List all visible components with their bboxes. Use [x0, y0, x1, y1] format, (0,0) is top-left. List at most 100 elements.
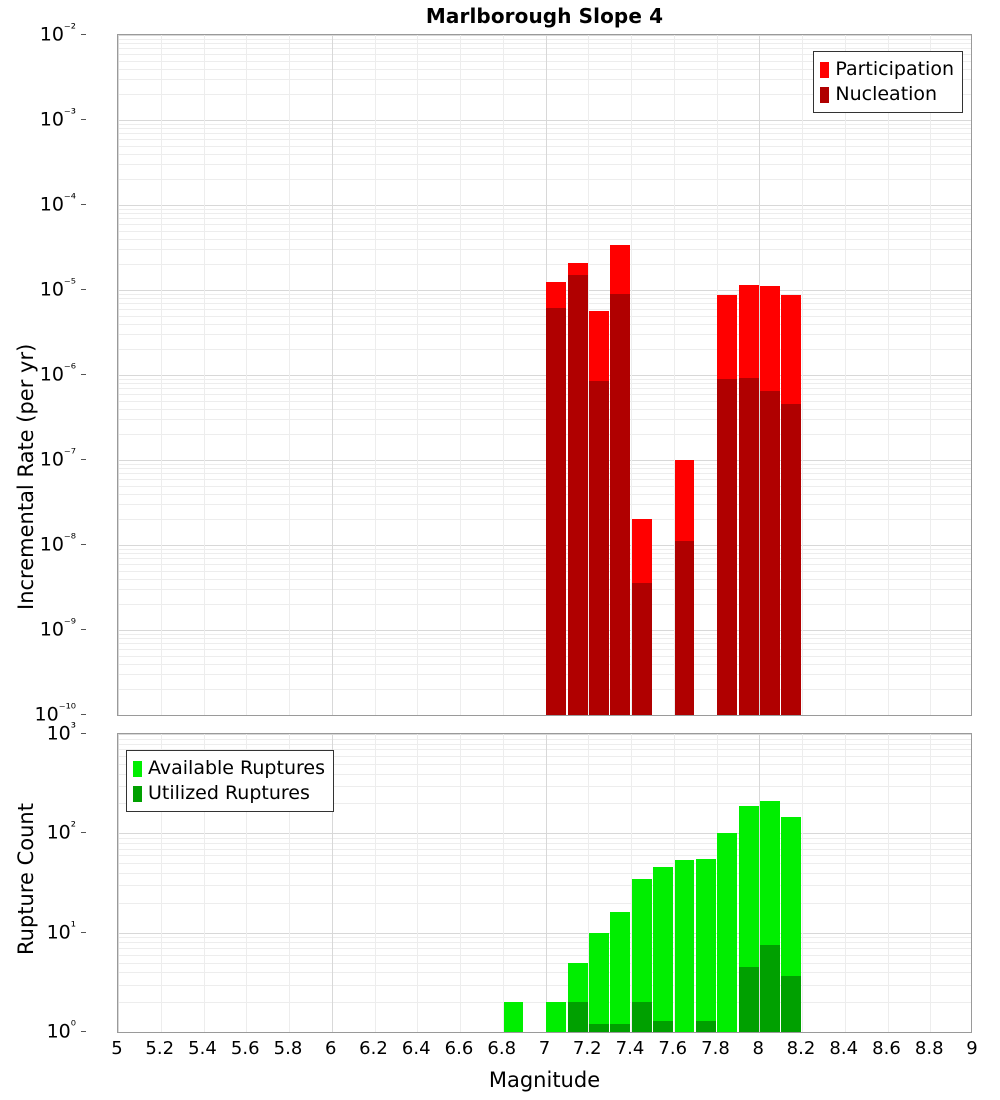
gridline-v [930, 734, 932, 1032]
gridline-major-h [118, 1032, 971, 1033]
legend-item-available-ruptures[interactable]: Available Ruptures [133, 756, 325, 781]
gridline-major-h [118, 833, 971, 835]
grid-top [118, 35, 971, 715]
gridline-v [203, 35, 205, 715]
bar-available-ruptures [674, 859, 695, 1032]
gridline-v [246, 35, 248, 715]
y-tick-label: 10⁻⁹ [39, 617, 76, 641]
gridline-minor-h [118, 315, 971, 317]
y-axis-label-bottom: Rupture Count [14, 803, 38, 955]
bar-utilized-ruptures [695, 1020, 716, 1032]
legend-item-participation[interactable]: Participation [820, 57, 954, 82]
gridline-minor-h [118, 954, 971, 956]
x-tick-label: 7.8 [701, 1038, 730, 1059]
gridline-v [759, 35, 761, 715]
gridline-minor-h [118, 400, 971, 402]
y-tick-label: 10⁻¹⁰ [34, 702, 76, 726]
gridline-minor-h [118, 984, 971, 986]
incremental-rate-plot: Participation Nucleation [117, 34, 972, 716]
gridline-minor-h [118, 655, 971, 657]
gridline-major-h [118, 375, 971, 376]
gridline-minor-h [118, 79, 971, 81]
gridline-minor-h [118, 303, 971, 305]
bar-utilized-ruptures [631, 1002, 652, 1032]
bar-utilized-ruptures [760, 945, 780, 1032]
bar-available-ruptures [610, 912, 631, 1032]
gridline-v [887, 35, 889, 715]
legend-item-utilized-ruptures[interactable]: Utilized Ruptures [133, 781, 325, 806]
x-tick-label: 8.2 [786, 1038, 816, 1059]
gridline-v [502, 35, 504, 715]
x-axis-ticks: 5 5.2 5.4 5.6 5.8 6 6.2 6.4 6.6 6.8 7 7.2 7.4 7.6 7.8 8… [0, 1038, 1000, 1064]
gridline-minor-h [118, 145, 971, 147]
gridline-minor-h [118, 837, 971, 839]
bar-nucleation [589, 380, 609, 715]
gridline-minor-h [118, 570, 971, 572]
gridline-minor-h [118, 743, 971, 745]
x-tick-label: 6.2 [359, 1038, 388, 1059]
gridline-v [545, 35, 547, 715]
gridline-minor-h [118, 504, 971, 506]
gridline-minor-h [118, 208, 971, 210]
gridline-minor-h [118, 349, 971, 351]
bar-available-ruptures [695, 859, 716, 1032]
gridline-minor-h [118, 663, 971, 665]
bar-nucleation [738, 378, 759, 715]
gridline-minor-h [118, 493, 971, 495]
y-tick-mark [81, 374, 86, 375]
x-tick-label: 7.6 [658, 1038, 688, 1059]
gridline-v [203, 734, 205, 1032]
gridline-minor-h [118, 902, 971, 904]
bar-utilized-ruptures [653, 1020, 673, 1032]
gridline-minor-h [118, 519, 971, 521]
gridline-minor-h [118, 648, 971, 650]
gridline-v [331, 35, 333, 715]
gridline-minor-h [118, 164, 971, 166]
y-tick-label: 10⁻² [39, 22, 76, 46]
gridline-v [802, 734, 803, 1032]
gridline-v [246, 734, 248, 1032]
gridline-minor-h [118, 885, 971, 887]
gridline-minor-h [118, 133, 971, 135]
gridline-minor-h [118, 473, 971, 475]
gridline-v [673, 734, 675, 1032]
available-ruptures-swatch-icon [133, 760, 142, 777]
gridline-v [844, 734, 846, 1032]
gridline-minor-h [118, 38, 971, 40]
x-tick-label: 7.4 [615, 1038, 645, 1059]
gridline-minor-h [118, 689, 971, 691]
gridline-minor-h [118, 223, 971, 225]
y-tick-mark [81, 459, 86, 460]
x-tick-label: 7.2 [572, 1038, 602, 1059]
legend-label-nucleation: Nucleation [835, 83, 938, 105]
bar-nucleation [610, 293, 631, 715]
gridline-minor-h [118, 48, 971, 50]
gridline-v [631, 35, 632, 715]
x-tick-label: 7 [538, 1038, 551, 1059]
gridline-v [716, 35, 718, 715]
gridline-minor-h [118, 674, 971, 676]
y-tick-mark [81, 629, 86, 630]
x-tick-label: 8.4 [829, 1038, 859, 1059]
gridline-v [289, 35, 290, 715]
y-axis-label-top: Incremental Rate (per yr) [14, 343, 38, 610]
x-tick-label: 8.6 [872, 1038, 901, 1059]
gridline-minor-h [118, 578, 971, 580]
gridline-minor-h [118, 563, 971, 565]
gridline-minor-h [118, 408, 971, 410]
y-tick-mark [81, 544, 86, 545]
gridline-minor-h [118, 948, 971, 950]
gridline-v [844, 35, 846, 715]
gridline-v [160, 734, 162, 1032]
gridline-minor-h [118, 485, 971, 487]
gridline-minor-h [118, 53, 971, 55]
legend-item-nucleation[interactable]: Nucleation [820, 82, 954, 107]
gridline-minor-h [118, 756, 971, 758]
x-tick-label: 5.6 [230, 1038, 260, 1059]
y-tick-mark [81, 204, 86, 205]
bar-nucleation [546, 307, 567, 715]
gridline-minor-h [118, 138, 971, 140]
gridline-minor-h [118, 738, 971, 740]
bars-top [118, 35, 971, 715]
gridline-major-h [118, 545, 971, 546]
